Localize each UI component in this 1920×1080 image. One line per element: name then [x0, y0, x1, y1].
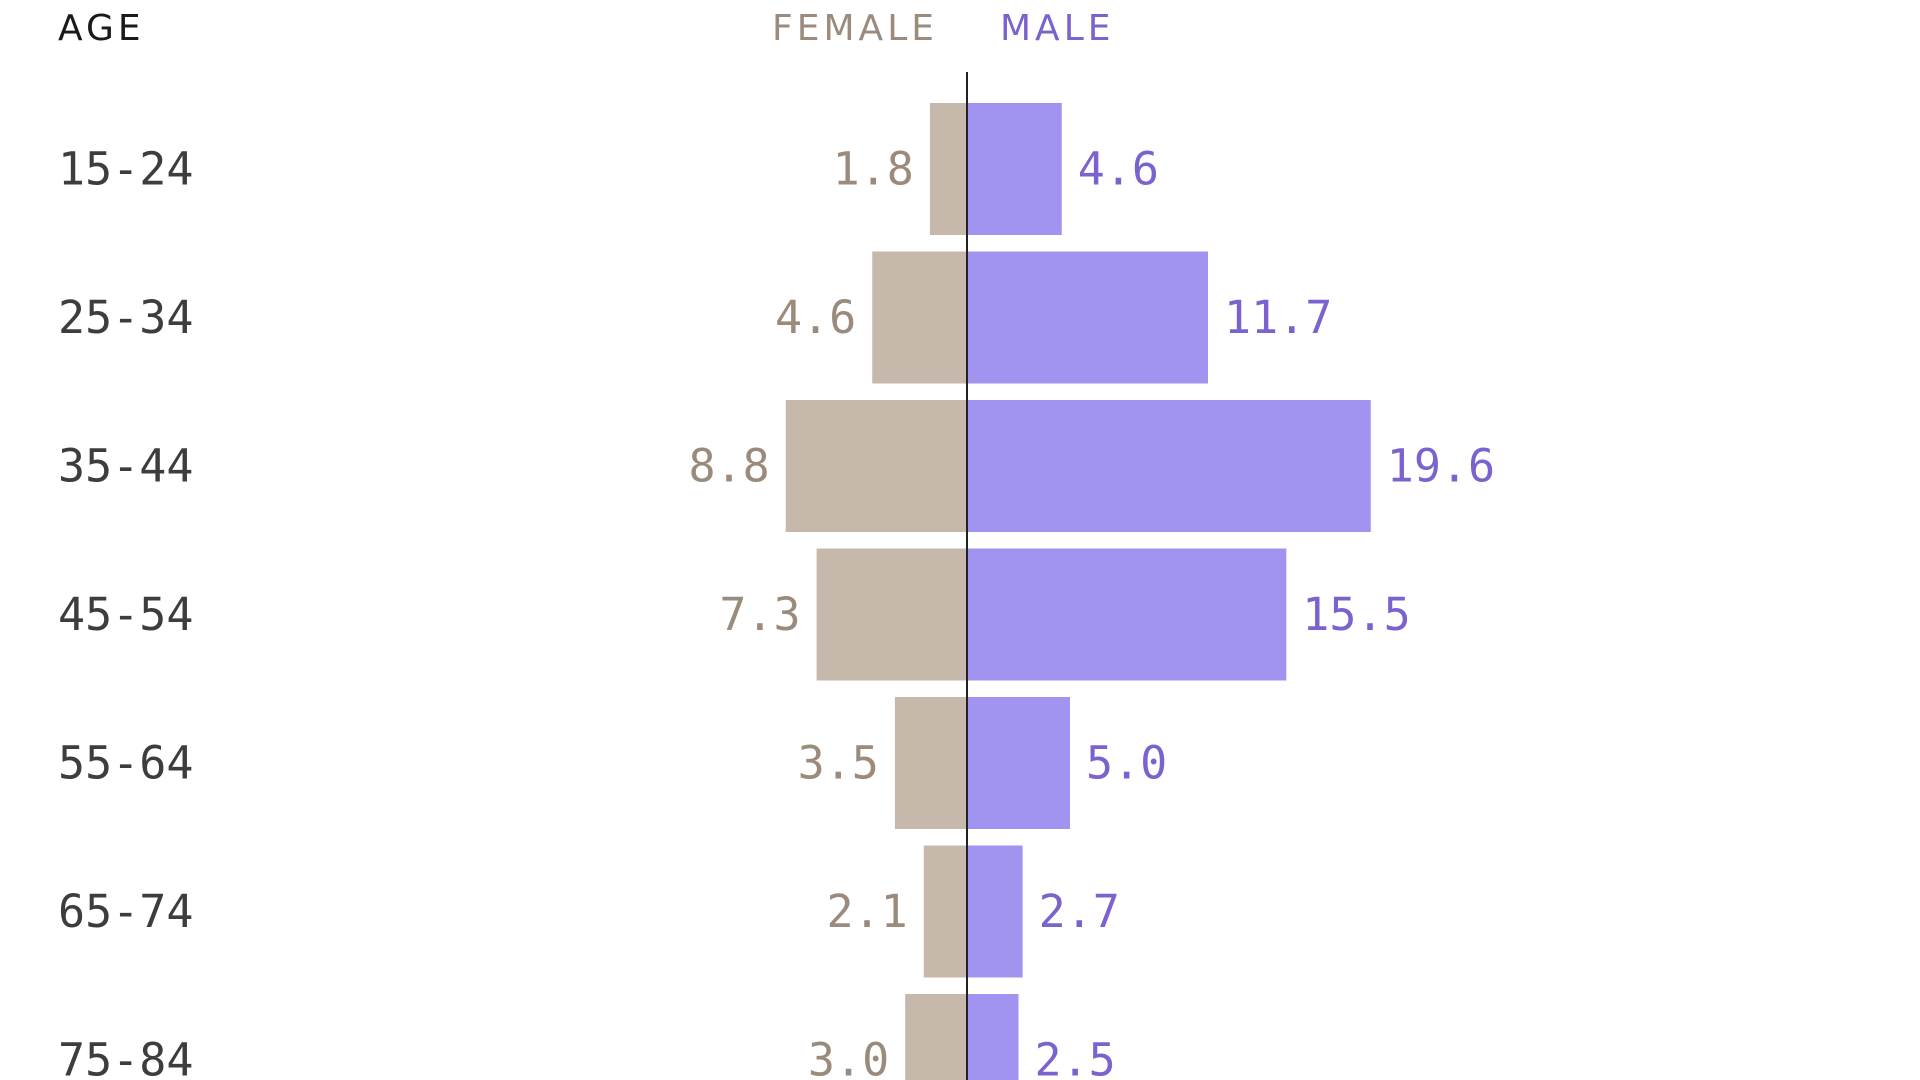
- female-value-label: 2.1: [826, 885, 907, 938]
- female-bar: [923, 845, 967, 978]
- male-bar: [967, 103, 1062, 235]
- age-tick-label: 75-84: [58, 1034, 193, 1080]
- female-bar: [872, 251, 967, 384]
- female-value-label: 8.8: [688, 440, 769, 493]
- female-bar: [785, 400, 967, 532]
- female-bar: [816, 548, 967, 681]
- age-tick-label: 65-74: [58, 885, 193, 938]
- male-value-label: 19.6: [1387, 440, 1495, 493]
- male-bar: [967, 548, 1287, 681]
- age-tick-label: 35-44: [58, 440, 193, 493]
- male-value-label: 4.6: [1078, 143, 1159, 196]
- female-value-label: 3.5: [798, 737, 879, 790]
- female-value-label: 4.6: [775, 291, 856, 344]
- age-tick-label: 25-34: [58, 291, 193, 344]
- female-bar: [929, 103, 967, 235]
- female-value-label: 3.0: [808, 1034, 889, 1080]
- female-bar: [905, 994, 967, 1080]
- labels-group: 15-24 1.8 4.6 25-34 4.6 11.7 35-44 8.8 19.6 45-54…: [58, 143, 1495, 1080]
- female-legend-label: FEMALE: [772, 8, 938, 49]
- male-value-label: 2.5: [1035, 1034, 1116, 1080]
- age-tick-label: 15-24: [58, 143, 193, 196]
- age-tick-label: 45-54: [58, 588, 193, 641]
- male-bar: [967, 251, 1209, 384]
- male-bar: [967, 400, 1371, 532]
- male-bar: [967, 994, 1019, 1080]
- age-column-header: AGE: [58, 8, 145, 49]
- male-bar: [967, 697, 1070, 829]
- male-value-label: 15.5: [1302, 588, 1410, 641]
- female-bar: [894, 697, 967, 829]
- male-bar: [967, 845, 1023, 978]
- male-legend-label: MALE: [1000, 8, 1115, 49]
- age-tick-label: 55-64: [58, 737, 193, 790]
- male-value-label: 11.7: [1224, 291, 1332, 344]
- male-value-label: 5.0: [1086, 737, 1167, 790]
- bars-group: [785, 103, 1371, 1080]
- female-value-label: 1.8: [833, 143, 914, 196]
- female-value-label: 7.3: [719, 588, 800, 641]
- male-value-label: 2.7: [1039, 885, 1120, 938]
